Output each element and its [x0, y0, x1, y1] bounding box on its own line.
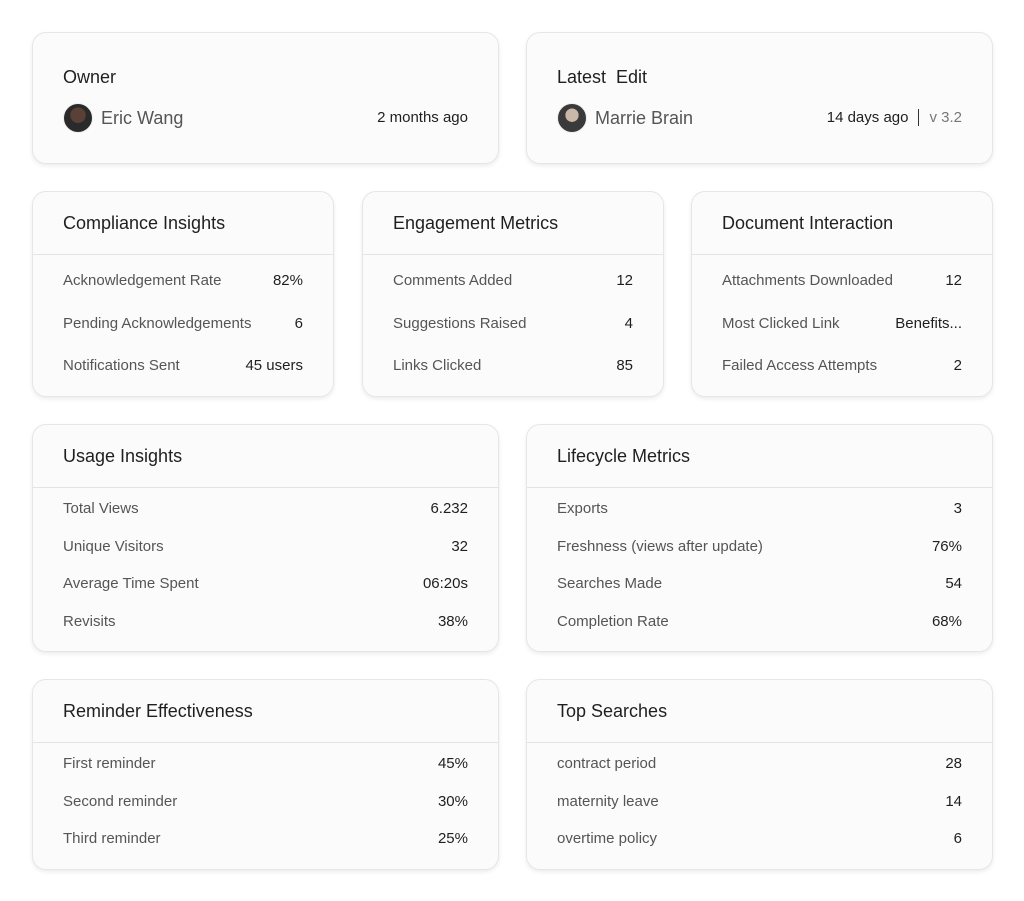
usage-insights-card: Usage Insights Total Views 6.232 Unique Vis… [32, 424, 499, 652]
metric-value: 30% [437, 793, 468, 810]
card-title: Reminder Effectiveness [33, 680, 498, 743]
metric-row: Comments Added 12 [363, 272, 663, 289]
metric-row: Freshness (views after update) 76% [527, 538, 992, 555]
metric-value: 2 [953, 357, 962, 374]
metric-value: 3 [953, 500, 962, 517]
metric-value: 12 [616, 272, 633, 289]
metric-row: Notifications Sent 45 users [33, 357, 333, 374]
metric-row: Average Time Spent 06:20s [33, 575, 498, 592]
editor-person[interactable]: Marrie Brain [557, 103, 693, 133]
reminder-effectiveness-card: Reminder Effectiveness First reminder 45% S… [32, 679, 499, 870]
metric-label: maternity leave [557, 793, 659, 810]
card-title: Engagement Metrics [363, 192, 663, 255]
metric-row: Second reminder 30% [33, 793, 498, 810]
metric-value: 6.232 [430, 500, 468, 517]
metric-value: 4 [624, 315, 633, 332]
metric-row: Completion Rate 68% [527, 613, 992, 630]
engagement-metrics-card: Engagement Metrics Comments Added 12 Sugges… [362, 191, 664, 397]
lifecycle-metrics-card: Lifecycle Metrics Exports 3 Freshness (view… [526, 424, 993, 652]
metric-label: Notifications Sent [63, 357, 180, 374]
owner-name: Eric Wang [101, 107, 184, 128]
metric-row: Third reminder 25% [33, 830, 498, 847]
avatar [557, 103, 587, 133]
card-title: Document Interaction [692, 192, 992, 255]
metric-row: contract period 28 [527, 755, 992, 772]
document-interaction-card: Document Interaction Attachments Download… [691, 191, 993, 397]
card-title: Compliance Insights [33, 192, 333, 255]
metric-label: Unique Visitors [63, 538, 164, 555]
metric-label: Third reminder [63, 830, 161, 847]
metric-row: Most Clicked Link Benefits... [692, 315, 992, 332]
metric-value: 06:20s [422, 575, 468, 592]
metric-value: 32 [451, 538, 468, 555]
metric-row: Attachments Downloaded 12 [692, 272, 992, 289]
metric-value: 82% [272, 272, 303, 289]
metric-label: Total Views [63, 500, 139, 517]
metric-row: Searches Made 54 [527, 575, 992, 592]
metric-row: First reminder 45% [33, 755, 498, 772]
metric-label: Second reminder [63, 793, 178, 810]
editor-name: Marrie Brain [595, 107, 694, 128]
owner-card: Owner Eric Wang 2 months ago [32, 32, 499, 164]
metric-row: overtime policy 6 [527, 830, 992, 847]
metric-row: Unique Visitors 32 [33, 538, 498, 555]
owner-time: 2 months ago [377, 109, 468, 126]
metric-value: 76% [931, 538, 962, 555]
metric-row: Suggestions Raised 4 [363, 315, 663, 332]
metric-value: 68% [931, 613, 962, 630]
metric-value: 12 [945, 272, 962, 289]
metric-row: Revisits 38% [33, 613, 498, 630]
metric-value[interactable]: Benefits... [895, 315, 962, 332]
metric-label: Freshness (views after update) [557, 538, 763, 555]
metric-label: overtime policy [557, 830, 658, 847]
metric-value: 14 [945, 793, 962, 810]
owner-title: Owner [63, 67, 117, 87]
metric-row: maternity leave 14 [527, 793, 992, 810]
metric-value: 25% [437, 830, 468, 847]
metric-label: Failed Access Attempts [722, 357, 878, 374]
metric-label: Acknowledgement Rate [63, 272, 222, 289]
metric-label: Comments Added [393, 272, 513, 289]
metric-label: Revisits [63, 613, 116, 630]
metric-value: 45 users [245, 357, 303, 374]
metric-row: Exports 3 [527, 500, 992, 517]
edit-time: 14 days ago [826, 109, 909, 126]
metric-label: Attachments Downloaded [722, 272, 893, 289]
metric-value: 28 [945, 755, 962, 772]
card-title: Lifecycle Metrics [527, 425, 992, 488]
metric-label: Average Time Spent [63, 575, 199, 592]
metric-value: 54 [945, 575, 962, 592]
metric-label: First reminder [63, 755, 156, 772]
metric-label: contract period [557, 755, 657, 772]
metric-value: 85 [616, 357, 633, 374]
latest-edit-title: Latest Edit [557, 67, 648, 87]
metric-row: Links Clicked 85 [363, 357, 663, 374]
metric-label: Pending Acknowledgements [63, 315, 252, 332]
metric-value: 38% [437, 613, 468, 630]
metric-label: Exports [557, 500, 608, 517]
metric-row: Pending Acknowledgements 6 [33, 315, 333, 332]
avatar [63, 103, 93, 133]
card-title: Usage Insights [33, 425, 498, 488]
metric-value: 6 [294, 315, 303, 332]
divider [918, 109, 920, 126]
owner-person[interactable]: Eric Wang [63, 103, 183, 133]
top-searches-card: Top Searches contract period 28 maternity l… [526, 679, 993, 870]
metric-label: Links Clicked [393, 357, 482, 374]
metric-row: Failed Access Attempts 2 [692, 357, 992, 374]
card-title: Top Searches [527, 680, 992, 743]
latest-edit-card: Latest Edit Marrie Brain 14 days ago v 3… [526, 32, 993, 164]
metric-label: Suggestions Raised [393, 315, 527, 332]
metric-label: Completion Rate [557, 613, 669, 630]
version-label: v 3.2 [929, 109, 962, 126]
metric-label: Searches Made [557, 575, 663, 592]
compliance-insights-card: Compliance Insights Acknowledgement Rate 8… [32, 191, 334, 397]
metric-value: 6 [953, 830, 962, 847]
metric-row: Acknowledgement Rate 82% [33, 272, 333, 289]
metric-row: Total Views 6.232 [33, 500, 498, 517]
metric-value: 45% [437, 755, 468, 772]
metric-label: Most Clicked Link [722, 315, 840, 332]
